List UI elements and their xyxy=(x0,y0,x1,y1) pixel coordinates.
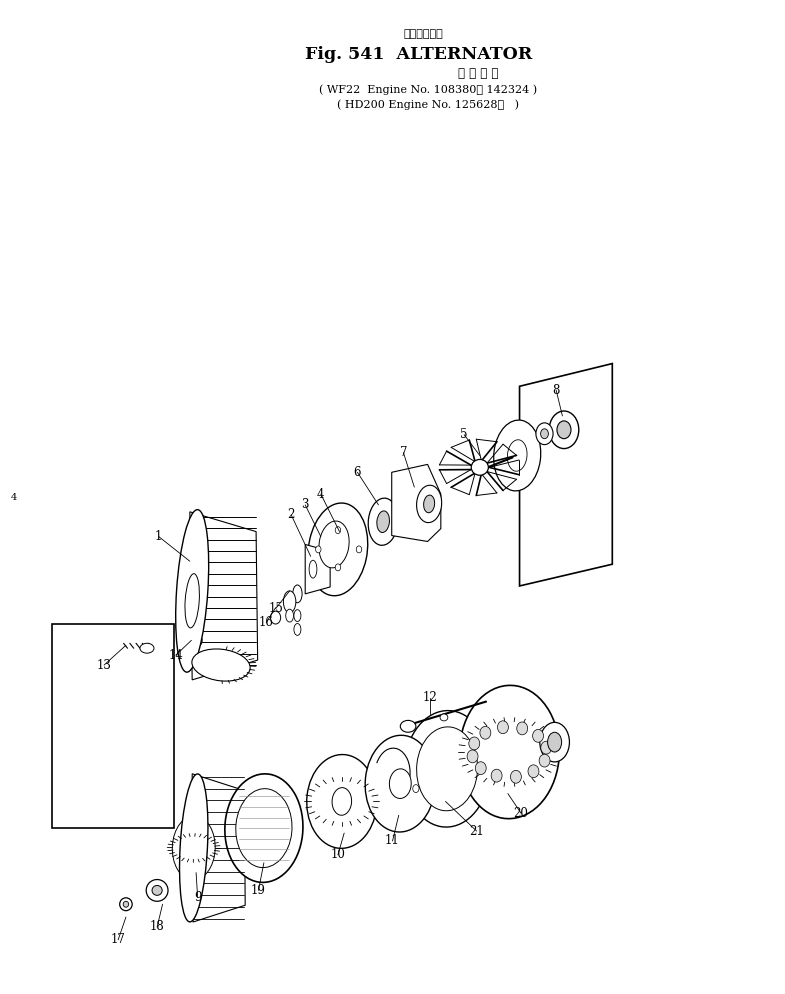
Text: 17: 17 xyxy=(111,933,126,946)
Ellipse shape xyxy=(152,886,162,896)
Ellipse shape xyxy=(459,686,560,819)
Ellipse shape xyxy=(491,769,502,782)
Text: 10: 10 xyxy=(330,848,345,862)
Ellipse shape xyxy=(368,498,398,546)
Ellipse shape xyxy=(335,564,341,571)
Ellipse shape xyxy=(510,770,521,783)
Ellipse shape xyxy=(356,546,362,553)
Ellipse shape xyxy=(467,749,478,762)
Ellipse shape xyxy=(404,711,490,827)
Ellipse shape xyxy=(283,590,296,612)
Ellipse shape xyxy=(140,643,154,653)
Ellipse shape xyxy=(316,546,321,553)
Ellipse shape xyxy=(517,722,528,735)
Polygon shape xyxy=(192,773,245,922)
Text: 13: 13 xyxy=(97,659,111,672)
Ellipse shape xyxy=(225,774,303,883)
Ellipse shape xyxy=(307,754,377,848)
Ellipse shape xyxy=(332,787,352,815)
Text: 11: 11 xyxy=(385,835,400,848)
Text: 8: 8 xyxy=(553,384,560,397)
Ellipse shape xyxy=(119,898,132,911)
Text: 5: 5 xyxy=(461,428,468,441)
Ellipse shape xyxy=(417,485,442,523)
Ellipse shape xyxy=(548,733,561,752)
Ellipse shape xyxy=(557,420,571,438)
Text: 1: 1 xyxy=(155,530,162,543)
Text: 15: 15 xyxy=(268,602,283,615)
Ellipse shape xyxy=(319,521,349,568)
Text: 7: 7 xyxy=(400,446,407,459)
Text: 12: 12 xyxy=(422,691,437,704)
Ellipse shape xyxy=(475,761,486,774)
Ellipse shape xyxy=(294,623,301,635)
Ellipse shape xyxy=(192,649,250,681)
Ellipse shape xyxy=(494,420,541,491)
Ellipse shape xyxy=(123,902,129,908)
Polygon shape xyxy=(190,512,257,680)
Text: ( WF22  Engine No. 108380～ 142324 ): ( WF22 Engine No. 108380～ 142324 ) xyxy=(319,84,537,95)
Ellipse shape xyxy=(536,422,553,444)
Ellipse shape xyxy=(424,495,435,513)
Text: 2: 2 xyxy=(287,508,295,521)
Text: 19: 19 xyxy=(251,884,266,897)
Ellipse shape xyxy=(181,629,202,648)
Text: 4: 4 xyxy=(317,487,324,501)
Ellipse shape xyxy=(365,736,436,832)
Ellipse shape xyxy=(540,723,569,762)
Text: 3: 3 xyxy=(301,498,309,511)
Text: 適 用 号 機: 適 用 号 機 xyxy=(458,68,498,81)
Ellipse shape xyxy=(507,439,527,471)
Ellipse shape xyxy=(539,754,550,767)
Ellipse shape xyxy=(176,510,209,672)
Text: 18: 18 xyxy=(150,920,165,933)
Ellipse shape xyxy=(400,721,416,733)
Ellipse shape xyxy=(236,788,292,868)
Ellipse shape xyxy=(532,730,543,743)
Ellipse shape xyxy=(185,574,199,628)
Ellipse shape xyxy=(335,527,341,534)
Text: 9: 9 xyxy=(194,891,202,904)
Ellipse shape xyxy=(309,561,317,579)
Text: 20: 20 xyxy=(513,807,528,820)
Ellipse shape xyxy=(440,714,447,721)
Ellipse shape xyxy=(271,611,281,624)
Ellipse shape xyxy=(480,727,491,740)
Ellipse shape xyxy=(471,459,488,475)
Ellipse shape xyxy=(541,742,552,754)
Text: 16: 16 xyxy=(259,616,274,629)
Text: Fig. 541  ALTERNATOR: Fig. 541 ALTERNATOR xyxy=(305,46,532,63)
Ellipse shape xyxy=(469,737,480,749)
Ellipse shape xyxy=(417,727,477,811)
Text: 4: 4 xyxy=(10,492,16,502)
Ellipse shape xyxy=(389,768,411,798)
Ellipse shape xyxy=(377,511,389,533)
Ellipse shape xyxy=(180,774,208,921)
Text: ( HD200 Engine No. 125628～   ): ( HD200 Engine No. 125628～ ) xyxy=(337,99,519,110)
Text: 14: 14 xyxy=(168,649,183,662)
Polygon shape xyxy=(392,464,441,542)
Ellipse shape xyxy=(146,880,168,902)
Ellipse shape xyxy=(528,764,539,777)
Ellipse shape xyxy=(293,585,302,602)
Text: 6: 6 xyxy=(354,466,361,479)
Polygon shape xyxy=(305,545,330,593)
Ellipse shape xyxy=(550,411,579,448)
Ellipse shape xyxy=(541,428,549,438)
Ellipse shape xyxy=(294,609,301,621)
Ellipse shape xyxy=(172,816,215,880)
Ellipse shape xyxy=(413,784,419,792)
Text: オルタネータ: オルタネータ xyxy=(403,30,444,40)
Text: 21: 21 xyxy=(469,825,484,838)
Ellipse shape xyxy=(286,609,294,622)
Ellipse shape xyxy=(309,503,367,595)
Ellipse shape xyxy=(498,721,509,734)
